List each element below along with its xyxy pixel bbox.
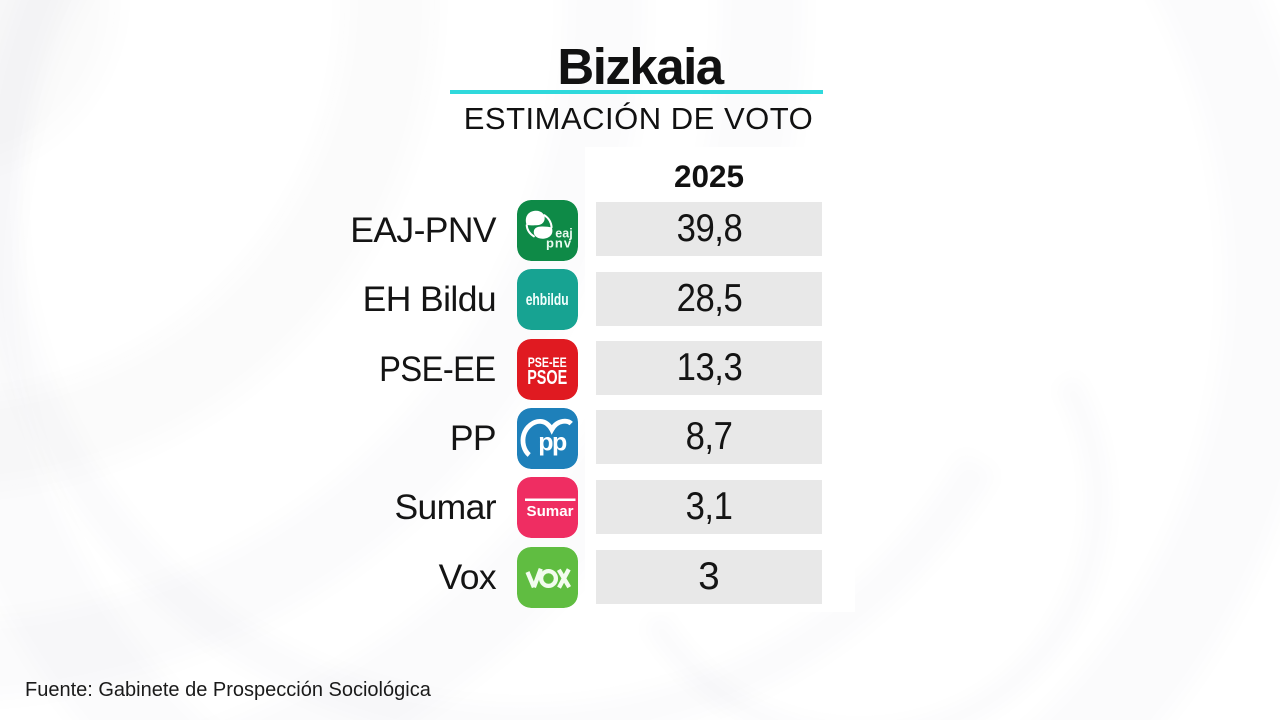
svg-text:ehbildu: ehbildu xyxy=(526,290,569,309)
svg-text:PSE-EE: PSE-EE xyxy=(528,354,567,370)
svg-text:Sumar: Sumar xyxy=(527,503,574,520)
svg-text:eaj: eaj xyxy=(555,227,572,241)
svg-text:pnv: pnv xyxy=(546,236,572,251)
svg-text:pp: pp xyxy=(538,429,567,457)
svg-text:PSOE: PSOE xyxy=(527,366,567,389)
